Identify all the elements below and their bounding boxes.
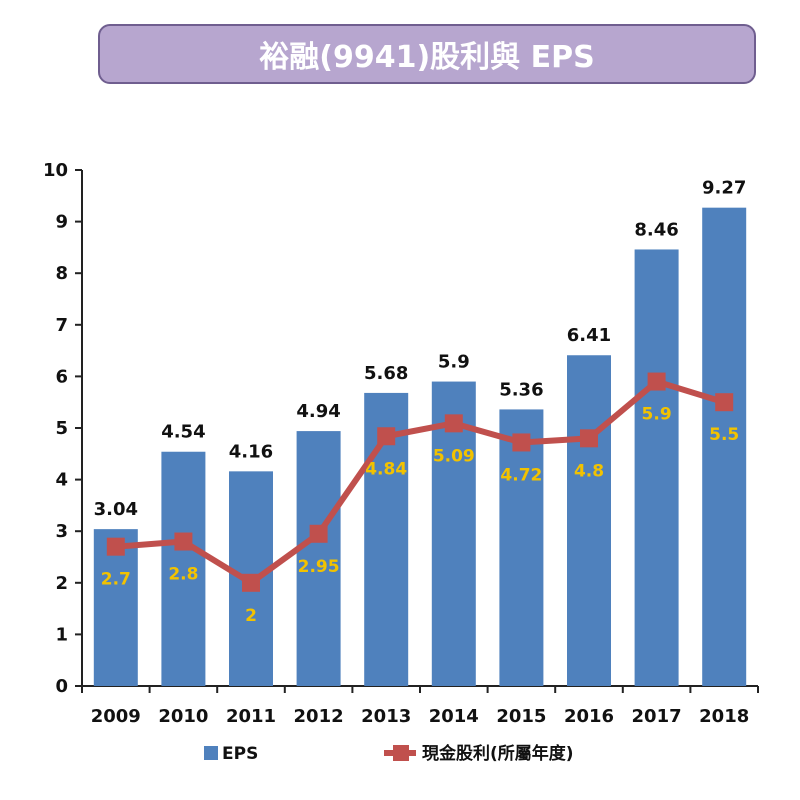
dividend-value-label: 5.9 [642,405,672,425]
x-tick-label: 2014 [429,706,479,727]
x-tick-label: 2011 [226,706,276,727]
eps-value-label: 9.27 [702,178,746,199]
eps-value-label: 5.36 [499,379,543,400]
dividend-value-label: 2.95 [298,557,340,577]
y-tick-label: 4 [55,470,68,491]
dividend-value-label: 5.5 [709,425,739,445]
dividend-line [115,378,726,586]
eps-bar [567,355,611,686]
dividend-value-label: 2.7 [101,570,131,590]
chart-title-text: 裕融(9941)股利與 EPS [259,40,595,75]
legend-dividend-label: 現金股利(所屬年度) [422,743,574,764]
eps-value-label: 5.9 [438,352,470,373]
dividend-value-label: 4.72 [500,465,542,485]
eps-bar [499,409,544,686]
x-tick-label: 2009 [91,706,141,727]
eps-value-label: 8.46 [634,219,678,240]
x-tick-label: 2013 [361,706,411,727]
x-tick-label: 2015 [496,706,546,727]
dividend-value-label: 2.8 [168,565,198,585]
chart-title: 裕融(9941)股利與 EPS [98,24,756,84]
y-tick-label: 3 [55,521,68,542]
dividend-marker [512,433,531,452]
dividend-value-label: 4.8 [574,461,604,481]
dividend-marker [444,414,463,433]
legend-eps-swatch [204,746,218,760]
legend-eps-label: EPS [222,744,258,764]
x-tick-label: 2010 [158,706,208,727]
eps-bar [161,451,206,686]
x-tick-label: 2016 [564,706,614,727]
eps-value-label: 4.16 [229,441,273,462]
y-tick-label: 7 [55,315,68,336]
dividend-value-label: 5.09 [433,446,475,466]
dividend-marker [377,427,396,446]
eps-bar [702,207,747,686]
y-tick-label: 1 [55,624,68,645]
eps-value-label: 4.94 [296,401,340,422]
eps-value-label: 3.04 [94,499,138,520]
dividend-marker [715,393,734,412]
dividend-marker [580,429,598,448]
eps-value-label: 4.54 [161,422,205,443]
dividend-marker [174,532,193,551]
dividend-marker [242,573,260,592]
dividend-marker [647,372,666,391]
y-tick-label: 9 [55,212,68,233]
dividend-value-label: 2 [245,606,257,626]
dividend-marker [106,537,125,556]
eps-value-label: 5.68 [364,363,408,384]
x-tick-label: 2017 [632,706,682,727]
legend-dividend-marker [393,745,409,761]
dividend-marker [309,524,328,543]
y-tick-label: 6 [55,366,68,387]
dividend-value-label: 4.84 [365,459,407,479]
y-tick-label: 10 [43,160,68,181]
eps-bar [296,431,341,686]
y-tick-label: 0 [55,676,68,697]
y-tick-label: 5 [55,418,68,439]
eps-value-label: 6.41 [567,325,611,346]
eps-bar [634,249,679,687]
y-tick-label: 2 [55,573,68,594]
x-tick-label: 2012 [294,706,344,727]
y-tick-label: 8 [55,263,68,284]
x-tick-label: 2018 [699,706,749,727]
